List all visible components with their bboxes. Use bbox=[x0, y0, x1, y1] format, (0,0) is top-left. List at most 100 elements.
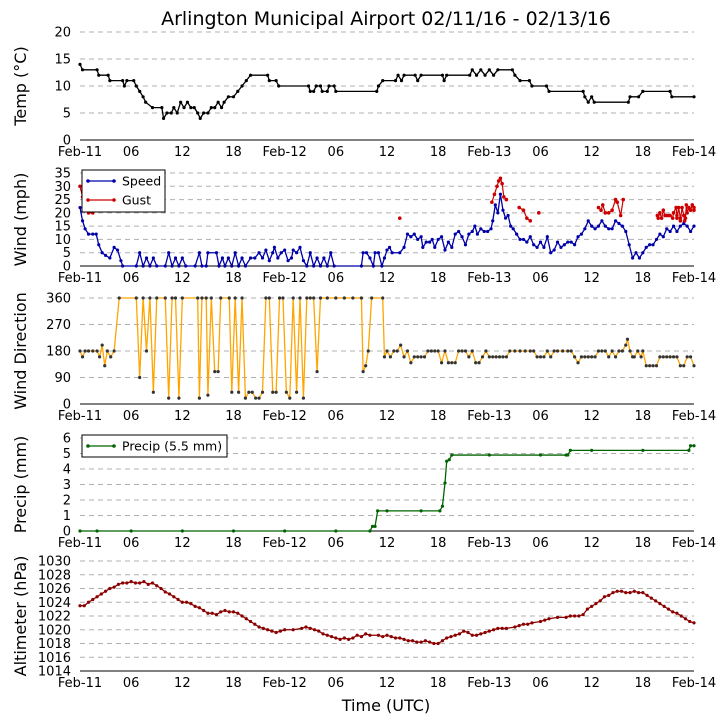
data-point bbox=[172, 106, 176, 110]
data-point bbox=[504, 197, 509, 202]
data-point bbox=[545, 235, 549, 239]
data-point bbox=[312, 296, 316, 300]
data-point bbox=[668, 213, 672, 218]
data-point bbox=[381, 79, 385, 83]
data-point bbox=[196, 296, 200, 300]
data-point bbox=[264, 248, 268, 252]
data-point bbox=[223, 264, 227, 268]
x-tick-label: 12 bbox=[583, 409, 600, 424]
data-point bbox=[504, 355, 508, 359]
data-point bbox=[559, 245, 563, 249]
data-point bbox=[581, 89, 585, 93]
data-point bbox=[658, 232, 662, 236]
data-point bbox=[668, 355, 672, 359]
data-point bbox=[82, 604, 86, 608]
data-point bbox=[510, 68, 514, 72]
data-point bbox=[80, 355, 85, 359]
data-point bbox=[627, 243, 631, 247]
data-point bbox=[632, 355, 636, 359]
data-point bbox=[248, 73, 253, 77]
x-tick-label: 12 bbox=[379, 145, 396, 160]
data-point bbox=[257, 251, 261, 255]
x-tick-label: 06 bbox=[123, 676, 140, 691]
data-point bbox=[86, 349, 91, 353]
data-point bbox=[180, 256, 184, 260]
data-point bbox=[148, 296, 152, 300]
data-point bbox=[419, 73, 423, 77]
data-point bbox=[244, 617, 248, 621]
data-point bbox=[470, 349, 474, 353]
data-point bbox=[227, 296, 231, 300]
data-point bbox=[530, 84, 534, 88]
data-point bbox=[382, 355, 387, 359]
data-point bbox=[496, 211, 500, 215]
data-point bbox=[569, 349, 573, 353]
data-point bbox=[78, 205, 82, 210]
data-point bbox=[160, 106, 164, 110]
data-point bbox=[628, 95, 632, 99]
data-point bbox=[490, 200, 494, 205]
data-point bbox=[170, 264, 174, 268]
data-point bbox=[511, 227, 515, 231]
data-point bbox=[590, 95, 594, 99]
data-point bbox=[496, 179, 501, 183]
data-point bbox=[449, 635, 453, 639]
data-point bbox=[318, 84, 323, 88]
data-point bbox=[217, 264, 221, 268]
data-point bbox=[329, 251, 333, 255]
data-point bbox=[518, 349, 522, 353]
x-tick-label: 06 bbox=[532, 676, 549, 691]
data-point bbox=[396, 73, 400, 77]
data-point bbox=[445, 459, 449, 463]
data-point bbox=[692, 364, 696, 368]
data-point bbox=[304, 625, 308, 629]
data-point bbox=[602, 595, 607, 599]
data-point bbox=[681, 213, 686, 218]
data-point bbox=[103, 253, 108, 257]
data-point bbox=[98, 355, 102, 359]
data-point bbox=[611, 591, 615, 595]
data-point bbox=[373, 524, 377, 528]
data-point bbox=[607, 593, 611, 597]
y-axis-label: Precip (mm) bbox=[11, 436, 30, 534]
x-tick-label: Feb-14 bbox=[672, 145, 716, 160]
data-point bbox=[566, 453, 570, 457]
data-point bbox=[450, 361, 454, 365]
data-point bbox=[240, 256, 244, 260]
data-point bbox=[416, 79, 420, 83]
data-point bbox=[334, 296, 338, 300]
data-point bbox=[197, 396, 201, 400]
y-tick-label: 0 bbox=[63, 260, 71, 275]
data-point bbox=[291, 296, 295, 300]
data-point bbox=[192, 106, 196, 110]
data-point bbox=[599, 208, 603, 212]
data-point bbox=[389, 635, 393, 639]
y-tick-label: 90 bbox=[54, 371, 71, 386]
data-point bbox=[615, 589, 619, 593]
data-point bbox=[470, 229, 474, 234]
data-point bbox=[549, 251, 553, 255]
data-point bbox=[521, 622, 526, 626]
data-point bbox=[267, 296, 271, 300]
data-point bbox=[180, 600, 184, 604]
data-point bbox=[359, 296, 364, 300]
data-point bbox=[376, 251, 381, 255]
data-point bbox=[515, 232, 519, 236]
data-point bbox=[185, 100, 190, 104]
data-point bbox=[325, 89, 329, 93]
data-point bbox=[569, 240, 573, 244]
data-point bbox=[219, 296, 223, 300]
data-point bbox=[526, 622, 530, 626]
data-point bbox=[325, 296, 329, 300]
y-tick-label: 0 bbox=[63, 134, 71, 149]
data-point bbox=[373, 251, 377, 255]
data-point bbox=[641, 591, 645, 595]
data-point bbox=[342, 636, 346, 640]
data-point bbox=[671, 355, 676, 359]
data-point bbox=[108, 256, 112, 260]
data-point bbox=[658, 211, 662, 215]
x-tick-label: 18 bbox=[635, 676, 652, 691]
data-point bbox=[419, 640, 423, 644]
data-point bbox=[342, 296, 346, 300]
